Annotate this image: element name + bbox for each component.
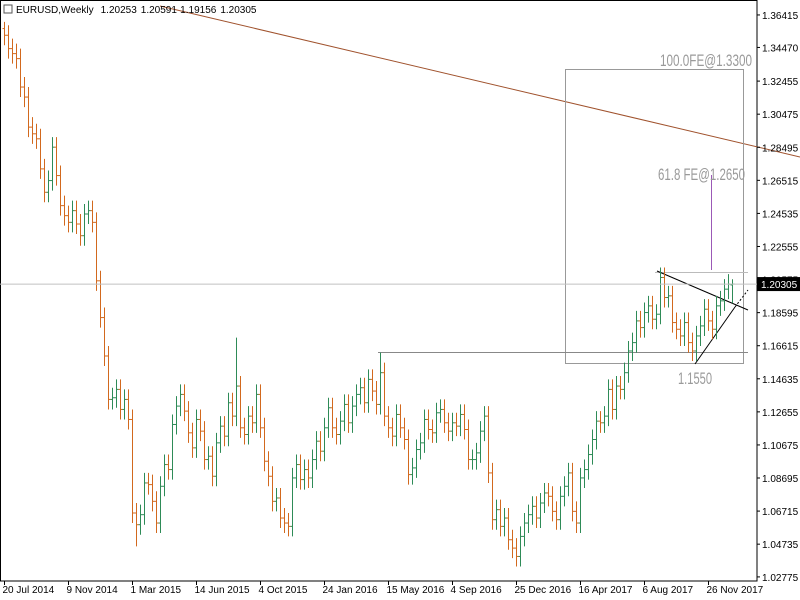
x-tick-label: 1 Mar 2015 bbox=[131, 585, 182, 596]
y-tick-label: 1.18595 bbox=[762, 309, 799, 320]
triangle-lower bbox=[694, 306, 736, 365]
x-tick-label: 24 Jan 2016 bbox=[323, 585, 378, 596]
y-tick-label: 1.24535 bbox=[762, 209, 799, 220]
x-tick-label: 6 Aug 2017 bbox=[643, 585, 694, 596]
x-tick-label: 4 Oct 2015 bbox=[259, 585, 308, 596]
y-tick-label: 1.04735 bbox=[762, 540, 799, 551]
chart-header: EURUSD,Weekly 1.20253 1.20591 1.19156 1.2030… bbox=[16, 5, 257, 16]
y-tick-label: 1.10675 bbox=[762, 441, 799, 452]
price-label: 1.20305 bbox=[761, 280, 798, 291]
y-tick-label: 1.16615 bbox=[762, 342, 799, 353]
last-low: 1.19156 bbox=[180, 5, 217, 16]
y-tick-label: 1.34470 bbox=[762, 43, 799, 54]
x-tick-label: 26 Nov 2017 bbox=[707, 585, 764, 596]
annotation: 1.1550 bbox=[678, 369, 712, 388]
y-tick-label: 1.14635 bbox=[762, 375, 799, 386]
y-tick-label: 1.28495 bbox=[762, 143, 799, 154]
x-tick-label: 4 Sep 2016 bbox=[451, 585, 503, 596]
last-open: 1.20253 bbox=[101, 5, 138, 16]
symbol: EURUSD,Weekly bbox=[16, 5, 94, 16]
y-tick-label: 1.26515 bbox=[762, 176, 799, 187]
y-tick-label: 1.08695 bbox=[762, 474, 799, 485]
triangle-extension bbox=[734, 289, 749, 308]
y-tick-label: 1.12655 bbox=[762, 408, 799, 419]
y-tick-label: 1.06715 bbox=[762, 507, 799, 518]
last-close: 1.20305 bbox=[220, 5, 257, 16]
annotation: 61.8 FE@1.2650 bbox=[658, 165, 745, 184]
last-high: 1.20591 bbox=[141, 5, 178, 16]
y-tick-label: 1.22555 bbox=[762, 242, 799, 253]
y-tick-label: 1.32455 bbox=[762, 77, 799, 88]
x-tick-label: 15 May 2016 bbox=[387, 585, 445, 596]
triangle-upper bbox=[656, 270, 749, 311]
y-tick-label: 1.30475 bbox=[762, 110, 799, 121]
y-tick-label: 1.02775 bbox=[762, 573, 799, 584]
y-tick-label: 1.36415 bbox=[762, 11, 799, 22]
x-tick-label: 14 Jun 2015 bbox=[195, 585, 250, 596]
x-tick-label: 16 Apr 2017 bbox=[579, 585, 633, 596]
symbol-icon bbox=[3, 4, 13, 14]
x-tick-label: 20 Jul 2014 bbox=[3, 585, 55, 596]
price-label-box bbox=[757, 277, 800, 292]
bars bbox=[0, 21, 757, 567]
trend-line bbox=[159, 5, 800, 158]
fib-box bbox=[565, 69, 744, 364]
x-tick-label: 9 Nov 2014 bbox=[67, 585, 119, 596]
annotation: 100.0FE@1.3300 bbox=[660, 51, 752, 70]
x-tick-label: 25 Dec 2016 bbox=[515, 585, 572, 596]
